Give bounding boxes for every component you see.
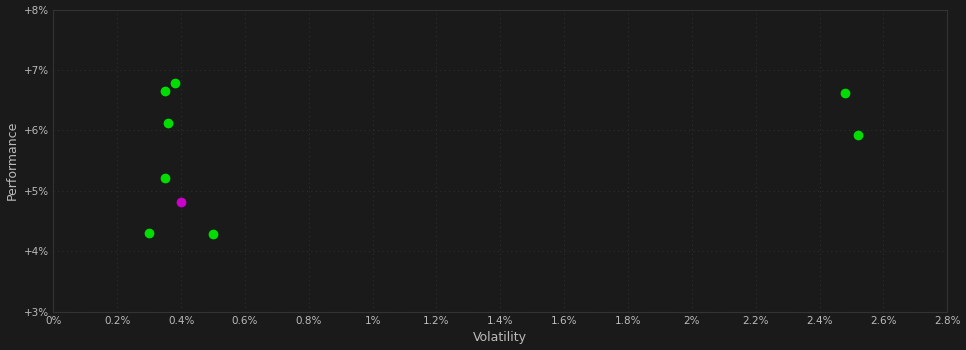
Point	[850, 132, 866, 138]
Point	[157, 88, 173, 94]
X-axis label: Volatility: Volatility	[473, 331, 527, 344]
Y-axis label: Performance: Performance	[6, 121, 18, 200]
Point	[141, 230, 156, 236]
Point	[206, 232, 221, 237]
Point	[838, 90, 853, 96]
Point	[167, 80, 183, 86]
Point	[160, 120, 176, 126]
Point	[173, 199, 188, 204]
Point	[157, 175, 173, 180]
